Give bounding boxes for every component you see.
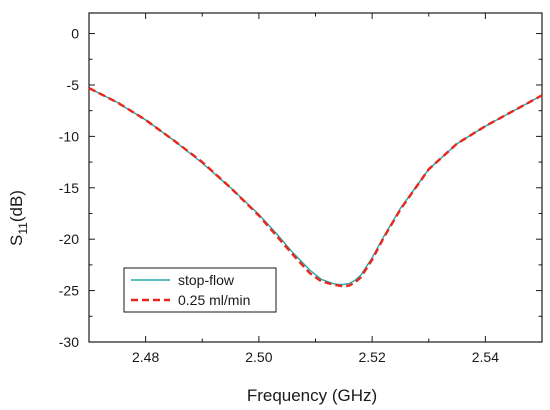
series-layer: [88, 87, 543, 288]
legend-box: [123, 267, 277, 313]
y-tick-label: -5: [67, 77, 80, 93]
x-tick-label: 2.52: [359, 349, 386, 365]
x-tick-label: 2.48: [132, 349, 159, 365]
y-axis-title-main: S: [7, 235, 26, 246]
y-axis-ticks: 0 -5 -10 -15 -20 -25 -30: [59, 26, 542, 350]
y-tick-label: -15: [59, 180, 79, 196]
x-axis-title: Frequency (GHz): [247, 386, 377, 405]
series-line-stop-flow: [88, 87, 543, 286]
y-axis-title-unit: (dB): [7, 190, 26, 222]
legend-label-flow: 0.25 ml/min: [178, 292, 250, 308]
y-tick-label: -10: [59, 128, 79, 144]
y-axis-title-subscript: 11: [16, 222, 30, 235]
y-axis-title: S11(dB): [7, 190, 30, 246]
y-tick-label: -30: [59, 334, 79, 350]
y-tick-label: -20: [59, 231, 79, 247]
svg-text:S11(dB): S11(dB): [7, 190, 30, 246]
x-tick-label: 2.50: [245, 349, 272, 365]
x-tick-label: 2.54: [472, 349, 499, 365]
series-line-flow: [88, 87, 543, 288]
x-axis-ticks: 2.48 2.50 2.52 2.54: [88, 13, 543, 365]
y-tick-label: 0: [71, 26, 79, 42]
legend: stop-flow 0.25 ml/min: [123, 267, 277, 313]
legend-label-stop-flow: stop-flow: [178, 272, 235, 288]
y-tick-label: -25: [59, 283, 79, 299]
